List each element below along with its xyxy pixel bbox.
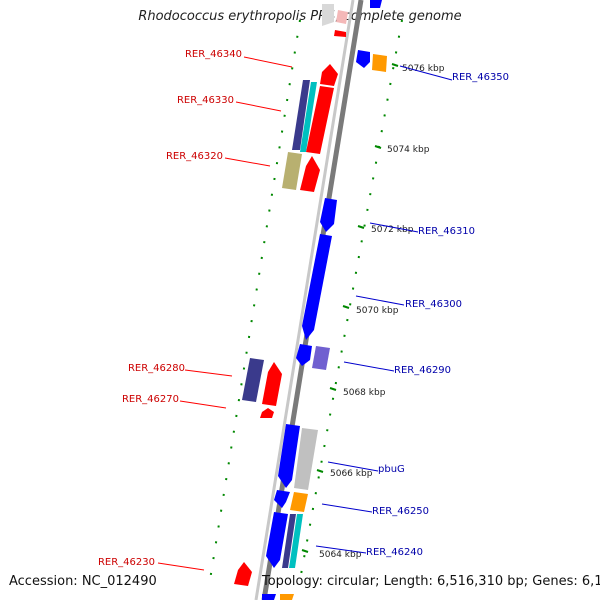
gene-label-left[interactable]: RER_46230	[98, 557, 155, 568]
gene-rer46280-purple[interactable]	[242, 358, 264, 402]
tick-label: 5066 kbp	[330, 469, 373, 479]
tick-label: 5064 kbp	[319, 550, 362, 560]
gene-rer46300[interactable]	[302, 234, 332, 340]
gene-pbug-blue[interactable]	[278, 424, 300, 488]
gene-rer46270[interactable]	[260, 408, 274, 418]
left-leaders	[157, 56, 293, 571]
gene-partial-top-grey[interactable]	[322, 4, 334, 26]
left-labels: RER_46340 RER_46330 RER_46320 RER_46280 …	[98, 49, 242, 568]
backbone-inner	[254, 0, 355, 600]
gene-rer46230[interactable]	[234, 562, 252, 586]
gene-rer46320-olive[interactable]	[282, 152, 302, 190]
tick-label: 5072 kbp	[371, 225, 414, 235]
gene-rer46340[interactable]	[320, 64, 338, 86]
gene-rer46330-purple[interactable]	[292, 80, 310, 150]
gene-rer46250-blue[interactable]	[274, 490, 290, 508]
gene-partial-top-pink[interactable]	[336, 10, 348, 24]
gene-partial-bottom-orange[interactable]	[280, 594, 294, 600]
gene-rer46310[interactable]	[320, 198, 337, 232]
tick-label: 5076 kbp	[402, 64, 445, 74]
gene-rer46330-cyan[interactable]	[300, 82, 317, 152]
tick-label: 5074 kbp	[387, 145, 430, 155]
gene-partial-top-blue[interactable]	[370, 0, 382, 8]
topology-text: Topology: circular; Length: 6,516,310 bp…	[262, 574, 600, 589]
tick-label: 5068 kbp	[343, 388, 386, 398]
gene-rer46290-purple[interactable]	[312, 346, 330, 370]
tick-labels: 5076 kbp 5074 kbp 5072 kbp 5070 kbp 5068…	[319, 64, 445, 560]
gene-label-right[interactable]: RER_46250	[372, 506, 429, 517]
gene-rer46290-blue[interactable]	[296, 344, 312, 366]
tick-marks	[301, 63, 399, 553]
gene-label-right[interactable]: pbuG	[378, 464, 405, 475]
accession-text: Accession: NC_012490	[9, 574, 157, 589]
gene-rer46320-red[interactable]	[300, 156, 320, 192]
gene-label-right[interactable]: RER_46310	[418, 226, 475, 237]
gene-rer46240-purple[interactable]	[282, 514, 296, 568]
right-leaders	[315, 65, 453, 554]
gene-label-left[interactable]: RER_46330	[177, 95, 234, 106]
gene-label-left[interactable]: RER_46340	[185, 49, 242, 60]
gene-label-right[interactable]: RER_46240	[366, 547, 423, 558]
tick-label: 5070 kbp	[356, 306, 399, 316]
gene-rer46280-red[interactable]	[262, 362, 282, 406]
gene-label-left[interactable]: RER_46320	[166, 151, 223, 162]
gene-label-left[interactable]: RER_46270	[122, 394, 179, 405]
gene-pbug-grey[interactable]	[294, 428, 318, 490]
gene-rer46350-orange[interactable]	[372, 54, 387, 72]
gene-partial-bottom-blue[interactable]	[262, 594, 276, 600]
gene-rer46250-orange[interactable]	[290, 492, 308, 512]
gene-rer46350-blue[interactable]	[356, 50, 370, 68]
gene-label-right[interactable]: RER_46300	[405, 299, 462, 310]
map-title: Rhodococcus erythropolis PR4, complete g…	[138, 9, 462, 24]
gene-rer46240-cyan[interactable]	[289, 514, 303, 568]
gene-rer46240-blue[interactable]	[266, 512, 288, 568]
gene-label-right[interactable]: RER_46350	[452, 72, 509, 83]
gene-rer46330-red[interactable]	[306, 86, 334, 154]
gene-partial-top-red[interactable]	[334, 30, 346, 37]
gene-label-right[interactable]: RER_46290	[394, 365, 451, 376]
gene-label-left[interactable]: RER_46280	[128, 363, 185, 374]
right-labels: RER_46350 RER_46310 RER_46300 RER_46290 …	[366, 72, 509, 558]
